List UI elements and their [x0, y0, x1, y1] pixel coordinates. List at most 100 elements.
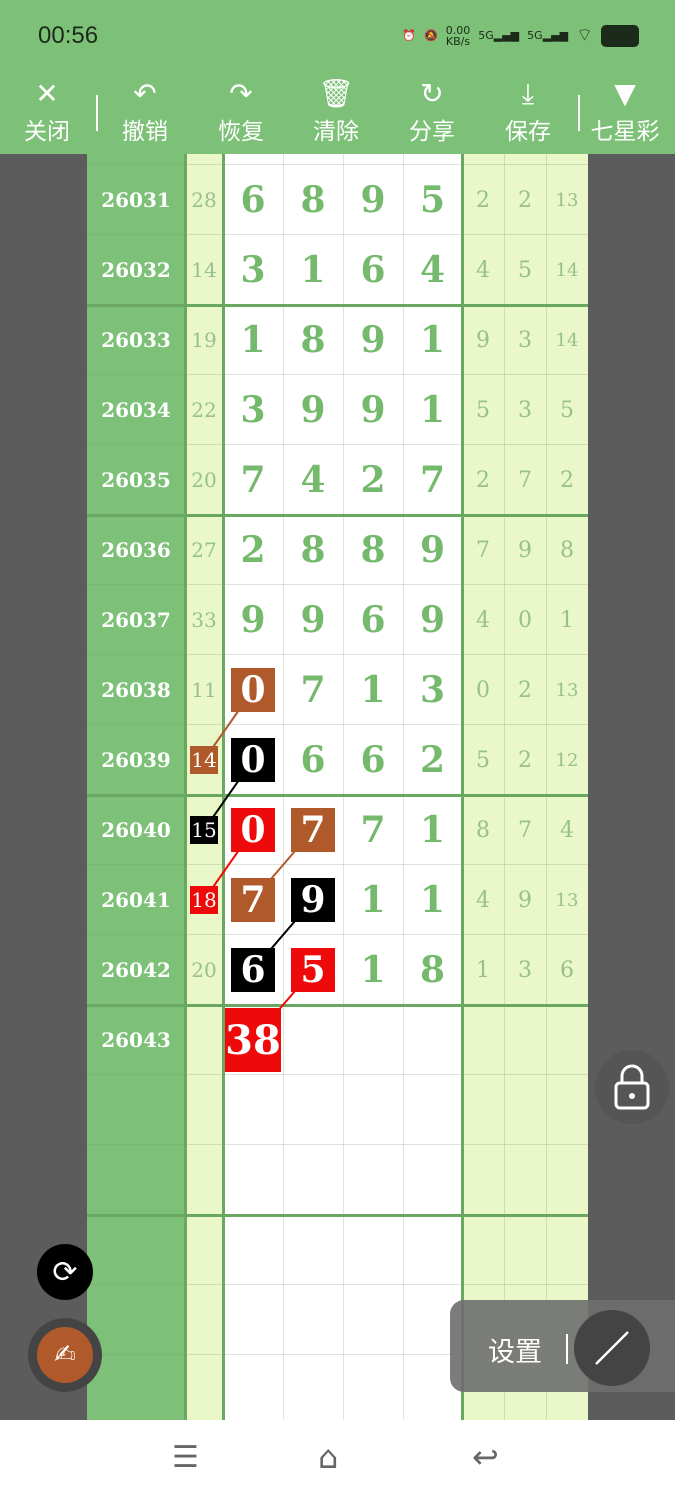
undo-button[interactable]: ↶ 撤销 [110, 78, 180, 146]
d0-cell[interactable]: 6 [240, 179, 266, 221]
d3-cell[interactable] [403, 1005, 462, 1075]
sum-cell[interactable]: 14 [185, 725, 223, 795]
d0-cell[interactable]: 0 [223, 795, 283, 865]
extra-cell[interactable]: 8 [560, 537, 574, 563]
extra-cell[interactable]: 2 [518, 677, 532, 703]
d3-cell[interactable]: 1 [419, 389, 446, 431]
line-tool-button[interactable] [574, 1310, 650, 1386]
d3-cell[interactable]: 4 [419, 249, 446, 291]
d1-cell[interactable]: 7 [300, 669, 326, 711]
d3-cell[interactable]: 2 [419, 739, 446, 781]
d3-cell[interactable]: 9 [419, 599, 446, 641]
extra-cell[interactable]: 9 [476, 327, 490, 353]
extra-cell[interactable]: 7 [476, 537, 490, 563]
extra-cell[interactable]: 1 [560, 607, 574, 633]
extra-cell[interactable]: 3 [518, 397, 532, 423]
d3-cell[interactable]: 1 [419, 809, 446, 851]
extra-cell[interactable]: 3 [518, 327, 532, 353]
sum-cell[interactable]: 33 [191, 608, 217, 632]
d3-cell[interactable]: 1 [419, 879, 446, 921]
d2-cell[interactable] [343, 1005, 403, 1075]
extra-cell[interactable] [504, 1005, 546, 1075]
d2-cell[interactable]: 1 [360, 879, 386, 921]
d1-cell[interactable]: 8 [300, 179, 326, 221]
d2-cell[interactable]: 6 [360, 739, 386, 781]
extra-cell[interactable]: 4 [560, 817, 574, 843]
d0-cell[interactable]: 3 [240, 249, 266, 291]
extra-cell[interactable]: 3 [518, 957, 532, 983]
d1-cell[interactable]: 9 [300, 599, 326, 641]
d3-cell[interactable]: 9 [419, 529, 446, 571]
extra-cell[interactable]: 2 [518, 747, 532, 773]
sum-cell[interactable]: 27 [191, 538, 217, 562]
extra-cell[interactable]: 7 [518, 467, 532, 493]
extra-cell[interactable]: 13 [555, 679, 579, 701]
extra-cell[interactable]: 7 [518, 817, 532, 843]
extra-cell[interactable]: 12 [555, 749, 579, 771]
d1-cell[interactable]: 5 [283, 935, 343, 1005]
d1-cell[interactable]: 8 [300, 529, 326, 571]
d2-cell[interactable]: 1 [360, 669, 386, 711]
clear-button[interactable]: 🗑 清除 [301, 78, 371, 146]
d0-cell[interactable]: 1 [240, 319, 266, 361]
sum-cell[interactable]: 19 [191, 328, 217, 352]
extra-cell[interactable]: 2 [560, 467, 574, 493]
d0-cell[interactable]: 9 [240, 599, 266, 641]
d0-cell[interactable]: 38 [223, 1005, 283, 1075]
sum-cell[interactable]: 18 [185, 865, 223, 935]
d3-cell[interactable]: 8 [419, 949, 446, 991]
sum-cell[interactable]: 22 [191, 398, 217, 422]
d2-cell[interactable]: 9 [360, 319, 386, 361]
extra-cell[interactable]: 13 [555, 189, 579, 211]
d0-cell[interactable]: 3 [240, 389, 266, 431]
d2-cell[interactable]: 7 [360, 809, 386, 851]
d3-cell[interactable]: 7 [419, 459, 446, 501]
sum-cell[interactable]: 28 [191, 188, 217, 212]
d2-cell[interactable]: 6 [360, 599, 386, 641]
extra-cell[interactable]: 14 [555, 259, 579, 281]
sync-button[interactable]: ⟳ [37, 1244, 93, 1300]
extra-cell[interactable]: 4 [476, 257, 490, 283]
d3-cell[interactable]: 3 [419, 669, 446, 711]
d1-cell[interactable]: 9 [300, 389, 326, 431]
close-button[interactable]: ✕ 关闭 [12, 78, 82, 146]
sum-cell[interactable]: 20 [191, 468, 217, 492]
home-icon[interactable]: ⌂ [318, 1438, 339, 1476]
d1-cell[interactable]: 1 [300, 249, 326, 291]
d2-cell[interactable]: 1 [360, 949, 386, 991]
extra-cell[interactable]: 9 [518, 537, 532, 563]
extra-cell[interactable]: 4 [476, 607, 490, 633]
sum-cell[interactable]: 15 [185, 795, 223, 865]
back-icon[interactable]: ↩ [472, 1438, 499, 1476]
sum-cell[interactable]: 11 [191, 678, 217, 702]
extra-cell[interactable]: 1 [476, 957, 490, 983]
share-button[interactable]: ↻ 分享 [397, 78, 467, 146]
lottery-chart-grid[interactable]: 26031 28 6 8 9 5 2 2 13 26032 14 3 1 6 4 4 5 14 26033 19 1 8 9… [87, 154, 588, 1420]
extra-cell[interactable]: 5 [560, 397, 574, 423]
d3-cell[interactable]: 1 [419, 319, 446, 361]
d0-cell[interactable]: 2 [240, 529, 266, 571]
d2-cell[interactable]: 6 [360, 249, 386, 291]
extra-cell[interactable]: 5 [518, 257, 532, 283]
d0-cell[interactable]: 7 [240, 459, 266, 501]
lock-button[interactable] [595, 1050, 669, 1124]
extra-cell[interactable]: 14 [555, 329, 579, 351]
extra-cell[interactable] [462, 1005, 504, 1075]
extra-cell[interactable]: 2 [518, 187, 532, 213]
extra-cell[interactable]: 4 [476, 887, 490, 913]
d3-cell[interactable]: 5 [419, 179, 446, 221]
d1-cell[interactable]: 8 [300, 319, 326, 361]
extra-cell[interactable]: 8 [476, 817, 490, 843]
extra-cell[interactable]: 13 [555, 889, 579, 911]
d1-cell[interactable]: 4 [300, 459, 326, 501]
settings-button[interactable]: 设置 [488, 1337, 542, 1368]
d2-cell[interactable]: 8 [360, 529, 386, 571]
sum-cell[interactable] [185, 1005, 223, 1075]
save-button[interactable]: ⤓ 保存 [493, 78, 563, 146]
d0-cell[interactable]: 0 [223, 655, 283, 725]
extra-cell[interactable]: 0 [518, 607, 532, 633]
extra-cell[interactable]: 2 [476, 467, 490, 493]
d1-cell[interactable]: 9 [283, 865, 343, 935]
d2-cell[interactable]: 9 [360, 389, 386, 431]
d0-cell[interactable]: 7 [223, 865, 283, 935]
